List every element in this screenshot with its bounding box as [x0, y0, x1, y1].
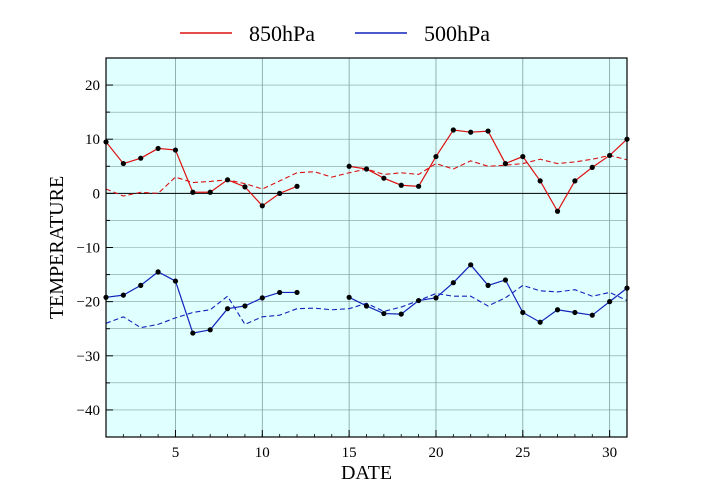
x-tick-label: 15: [342, 445, 357, 461]
series-850hpa-point: [277, 190, 283, 196]
series-500hpa-point: [607, 299, 613, 305]
series-850hpa-point: [242, 184, 248, 190]
series-500hpa-point: [277, 289, 283, 296]
axis-ticks: 5 10 15 20 25 30 −40 −30 −20 −10 0 10 20: [77, 57, 628, 461]
series-850hpa-line: [105, 141, 298, 207]
y-axis-title: TEMPERATURE: [46, 176, 68, 319]
series-500hpa-point: [398, 311, 404, 317]
series-500hpa-point: [537, 319, 543, 325]
series-850hpa-point: [485, 128, 491, 134]
series-850hpa-point: [554, 208, 561, 214]
y-tick-label: −20: [77, 295, 100, 311]
series-500hpa-point: [450, 280, 456, 286]
series-500hpa-point: [259, 295, 265, 301]
series-850hpa-point: [607, 152, 613, 159]
legend: 850hPa 500hPa: [180, 21, 490, 46]
series-500hpa-point: [242, 303, 248, 309]
y-tick-label: 0: [93, 186, 101, 202]
series-500hpa-point: [155, 269, 161, 275]
series-850hpa-point: [572, 178, 578, 184]
series-850hpa-point: [138, 155, 144, 161]
series-850hpa-point: [346, 163, 352, 169]
series-500hpa-point: [485, 282, 491, 288]
series-500hpa-point: [572, 309, 578, 316]
series-850hpa-point: [155, 145, 161, 152]
series-500hpa-point: [502, 277, 509, 283]
series-500hpa-point: [294, 289, 300, 296]
series-850hpa-point: [294, 183, 300, 189]
x-tick-label: 20: [428, 445, 443, 461]
series-500hpa-point: [207, 327, 213, 333]
series-850hpa-point: [416, 183, 422, 189]
series-850hpa-point: [172, 147, 179, 153]
y-tick-label: 20: [85, 78, 100, 94]
series-850hpa-point: [120, 160, 126, 167]
series-850hpa-point: [398, 182, 404, 188]
series-500hpa-point: [554, 307, 561, 313]
y-tick-label: −30: [77, 349, 100, 365]
x-tick-label: 30: [602, 445, 617, 461]
grid-lines: [106, 57, 627, 438]
series-850hpa-point: [589, 164, 595, 170]
series-850hpa-point: [433, 153, 439, 160]
series-500hpa-point: [381, 310, 387, 317]
series-500hpa-point: [363, 303, 370, 309]
series-850hpa-point: [468, 129, 474, 135]
series-500hpa-point: [120, 292, 126, 298]
y-tick-label: −10: [77, 241, 100, 257]
legend-label-500hpa: 500hPa: [424, 21, 490, 46]
series-500hpa-point: [416, 297, 422, 304]
x-tick-label: 5: [172, 445, 180, 461]
x-axis-title: DATE: [341, 462, 392, 484]
series-500hpa-line: [105, 271, 298, 334]
series-500hpa-point: [520, 309, 526, 316]
series-850hpa-point: [190, 189, 196, 195]
series-850hpa-point: [363, 166, 370, 172]
series-500hpa-point: [433, 295, 439, 301]
series-500hpa-point: [346, 294, 352, 300]
series-500hpa-point: [224, 306, 231, 312]
series-850hpa-point: [224, 177, 231, 183]
series-850hpa-point: [207, 189, 213, 195]
series-500hpa-point: [468, 262, 474, 268]
series-850hpa-point: [502, 160, 509, 167]
series-500hpa-point: [190, 330, 196, 336]
series-500hpa-point: [172, 278, 179, 284]
x-tick-label: 25: [515, 445, 530, 461]
series-850hpa-point: [259, 203, 265, 209]
series-500hpa-climatology-line: [105, 284, 628, 329]
y-tick-label: −40: [77, 403, 100, 419]
legend-label-850hpa: 850hPa: [249, 21, 315, 46]
series-850hpa-point: [520, 153, 526, 160]
x-tick-label: 10: [255, 445, 270, 461]
series-850hpa-point: [537, 178, 543, 184]
series-500hpa-point: [138, 282, 144, 288]
series-500hpa-point: [589, 312, 595, 318]
y-tick-label: 10: [85, 132, 100, 148]
series-850hpa-point: [450, 127, 456, 133]
series-850hpa-point: [381, 175, 387, 181]
